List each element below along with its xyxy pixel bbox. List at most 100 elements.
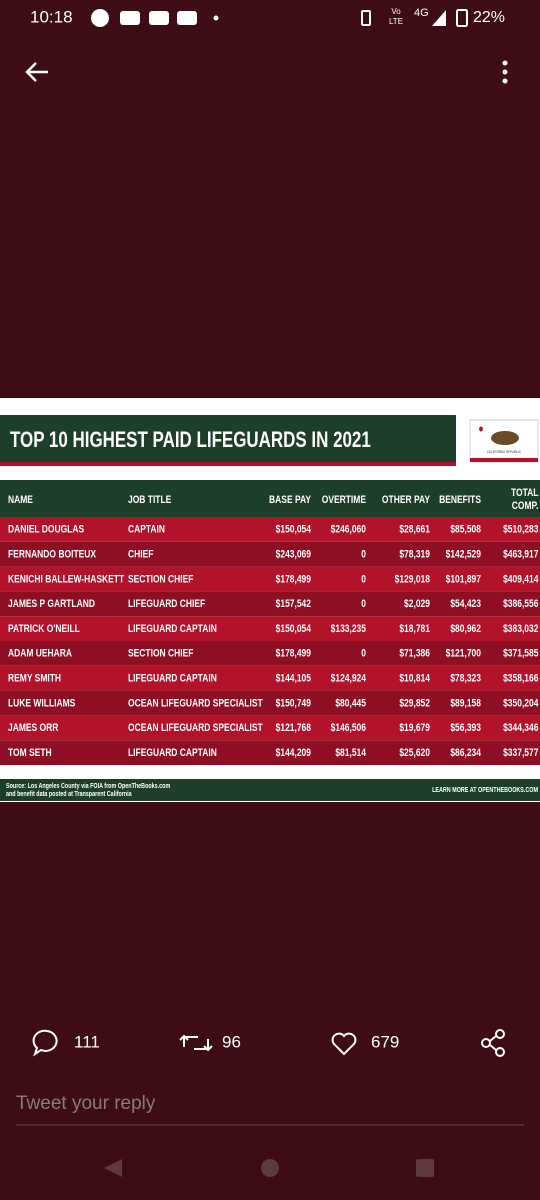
reply-input[interactable]: Tweet your reply: [16, 1093, 156, 1114]
table-cell: $350,204: [503, 697, 539, 709]
footer-bar: [0, 779, 540, 801]
table-row: [0, 616, 540, 641]
table-cell: 0: [361, 549, 366, 561]
reply-count: 111: [74, 1032, 100, 1051]
table-cell: $86,234: [450, 747, 481, 759]
flag-star: [479, 426, 483, 432]
table-cell: $146,506: [331, 722, 367, 734]
table-cell: $121,700: [446, 648, 482, 660]
back-button[interactable]: [25, 62, 48, 82]
dot: [213, 15, 219, 21]
table-cell: $144,105: [276, 673, 312, 685]
table-cell: CAPTAIN: [128, 524, 165, 536]
table-cell: OCEAN LIFEGUARD SPECIALIST: [128, 722, 263, 734]
table-cell: $78,323: [450, 673, 481, 685]
table-cell: $78,319: [399, 549, 430, 561]
table-cell: $243,069: [276, 549, 312, 561]
table-cell: $89,158: [450, 697, 481, 709]
table-cell: DANIEL DOUGLAS: [8, 524, 85, 536]
app-icon: [120, 11, 140, 25]
table-cell: $18,781: [399, 623, 430, 635]
flag-label: CALIFORNIA REPUBLIC: [487, 450, 522, 454]
table-cell: $150,054: [276, 623, 312, 635]
table-cell: LIFEGUARD CAPTAIN: [128, 747, 217, 759]
table-cell: JAMES ORR: [8, 722, 58, 734]
like-count: 679: [371, 1032, 399, 1051]
table-cell: $81,514: [335, 747, 366, 759]
column-header: OVERTIME: [322, 494, 367, 506]
like-button[interactable]: [331, 1032, 357, 1056]
table-cell: $383,032: [503, 623, 539, 635]
table-cell: $124,924: [331, 673, 367, 685]
table-row: [0, 740, 540, 765]
table-cell: LIFEGUARD CAPTAIN: [128, 623, 217, 635]
table-row: [0, 665, 540, 691]
title-bar: [0, 415, 456, 462]
table-cell: $80,962: [450, 623, 481, 635]
table-cell: $19,679: [399, 722, 430, 734]
table-cell: $150,749: [276, 697, 312, 709]
clock: 10:18: [30, 7, 73, 26]
network: 4G: [414, 7, 429, 19]
table-cell: $133,235: [331, 623, 367, 635]
table-cell: $358,166: [503, 673, 539, 685]
table-cell: OCEAN LIFEGUARD SPECIALIST: [128, 697, 263, 709]
table-cell: SECTION CHIEF: [128, 648, 193, 660]
table-row: [0, 541, 540, 567]
table-cell: SECTION CHIEF: [128, 573, 193, 585]
column-header: TOTAL: [511, 487, 538, 499]
column-header: NAME: [8, 494, 33, 506]
table-cell: $85,508: [450, 524, 481, 536]
nav-home[interactable]: [261, 1159, 279, 1177]
table-cell: LIFEGUARD CHIEF: [128, 598, 205, 610]
table-cell: 0: [361, 598, 366, 610]
reply-button[interactable]: [32, 1029, 58, 1057]
share-button[interactable]: [481, 1029, 505, 1057]
table-cell: $178,499: [276, 648, 312, 660]
table-cell: 0: [361, 648, 366, 660]
post-image[interactable]: TOP 10 HIGHEST PAID LIFEGUARDS IN 2021 CA…: [0, 398, 540, 802]
table-cell: $25,620: [399, 747, 430, 759]
flag-stripe: [470, 458, 538, 462]
title-stripe: [0, 462, 456, 466]
nav-recents[interactable]: [416, 1159, 434, 1177]
table-cell: $246,060: [331, 524, 367, 536]
table-cell: LUKE WILLIAMS: [8, 697, 76, 709]
column-header: BENEFITS: [439, 494, 481, 506]
table-cell: $10,814: [399, 673, 430, 685]
table-cell: $157,542: [276, 598, 312, 610]
volte: Vo: [391, 7, 401, 16]
volte: LTE: [389, 17, 403, 26]
source-note: and benefit data posted at Transparent C…: [6, 790, 132, 798]
table-cell: 0: [361, 573, 366, 585]
retweet-count: 96: [222, 1032, 241, 1051]
table-cell: $409,414: [503, 573, 539, 585]
table-cell: $129,018: [395, 573, 431, 585]
table-cell: LIFEGUARD CAPTAIN: [128, 673, 217, 685]
retweet-button[interactable]: [179, 1034, 213, 1052]
table-row: [0, 641, 540, 666]
table-cell: $144,209: [276, 747, 312, 759]
table-cell: $337,577: [503, 747, 539, 759]
table-cell: $71,386: [399, 648, 430, 660]
table-row: [0, 591, 540, 617]
column-header: COMP.: [512, 500, 539, 512]
column-header: JOB TITLE: [128, 494, 172, 506]
table-cell: $142,529: [446, 549, 482, 561]
table-cell: FERNANDO BOITEUX: [8, 549, 96, 561]
table-cell: PATRICK O'NEILL: [8, 623, 80, 635]
table-cell: $28,661: [399, 524, 430, 536]
column-header: OTHER PAY: [382, 494, 430, 506]
table-cell: $386,556: [503, 598, 539, 610]
learn-more: LEARN MORE AT OPENTHEBOOKS.COM: [432, 786, 538, 794]
more-button[interactable]: [502, 60, 508, 84]
signal-icon: [432, 10, 446, 26]
table-cell: $56,393: [450, 722, 481, 734]
app-icon: [177, 11, 197, 25]
app-icon: [91, 9, 109, 27]
table-cell: $344,346: [503, 722, 539, 734]
table-cell: $150,054: [276, 524, 312, 536]
nav-back[interactable]: [104, 1159, 122, 1177]
